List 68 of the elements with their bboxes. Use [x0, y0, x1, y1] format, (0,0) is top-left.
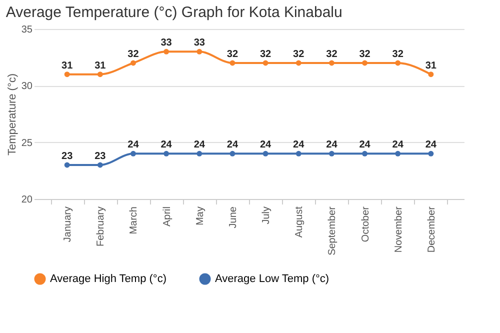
point	[428, 72, 434, 78]
data-label: 32	[293, 49, 305, 60]
x-tick-label: January	[62, 206, 74, 242]
x-tick-label: June	[228, 206, 239, 228]
data-label: 24	[293, 140, 305, 151]
point	[428, 150, 434, 156]
point	[64, 162, 70, 168]
data-label: 32	[260, 49, 272, 60]
point	[64, 72, 70, 78]
x-tick-label: October	[360, 206, 372, 242]
data-label: 32	[392, 49, 404, 60]
y-tick-label: 35	[21, 24, 33, 36]
point	[328, 60, 334, 66]
point	[395, 150, 401, 156]
data-label: 24	[260, 140, 272, 151]
point	[362, 150, 368, 156]
point	[262, 60, 268, 66]
y-tick-label: 25	[21, 138, 33, 149]
y-tick-label: 20	[21, 194, 33, 206]
x-tick-label: December	[426, 206, 438, 253]
point	[196, 48, 202, 54]
point	[196, 150, 202, 156]
data-label: 24	[359, 140, 371, 151]
data-label: 24	[160, 140, 172, 151]
x-tick-label: April	[162, 206, 173, 227]
data-label: 24	[194, 140, 206, 151]
data-label: 32	[128, 49, 140, 60]
point	[164, 48, 170, 54]
x-tick-label: July	[261, 206, 272, 224]
point	[395, 60, 401, 66]
data-label: 31	[425, 60, 437, 72]
data-label: 31	[62, 60, 74, 72]
x-tick-label: August	[294, 206, 306, 238]
data-label: 33	[160, 38, 172, 49]
data-label: 32	[226, 49, 238, 60]
data-label: 24	[392, 140, 404, 151]
data-label: 24	[128, 140, 140, 151]
data-label: 32	[359, 49, 371, 60]
point	[296, 150, 302, 156]
data-label: 23	[94, 151, 106, 162]
data-label: 24	[326, 140, 338, 151]
point	[262, 150, 268, 156]
x-tick-label: September	[327, 206, 338, 256]
point	[164, 150, 170, 156]
data-label: 24	[425, 140, 437, 151]
x-tick-label: November	[393, 206, 404, 253]
y-axis-title: Temperature (°c)	[6, 73, 18, 156]
point	[130, 60, 136, 66]
point	[97, 162, 103, 168]
legend-label: Average Low Temp (°c)	[215, 273, 330, 285]
y-tick-label: 30	[21, 81, 33, 92]
data-label: 33	[194, 38, 206, 49]
point	[296, 60, 302, 66]
legend-label: Average High Temp (°c)	[50, 273, 166, 285]
data-label: 32	[326, 49, 338, 60]
x-tick-label: March	[128, 206, 140, 234]
point	[130, 150, 136, 156]
x-tick-label: February	[96, 206, 107, 247]
chart-title: Average Temperature (°c) Graph for Kota Kinabalu	[6, 4, 342, 21]
point	[230, 150, 236, 156]
data-label: 24	[226, 140, 238, 151]
point	[230, 60, 236, 66]
x-tick-label: May	[194, 206, 206, 226]
point	[97, 72, 103, 78]
point	[328, 150, 334, 156]
point	[362, 60, 368, 66]
data-label: 23	[62, 151, 74, 162]
data-label: 31	[94, 60, 106, 72]
